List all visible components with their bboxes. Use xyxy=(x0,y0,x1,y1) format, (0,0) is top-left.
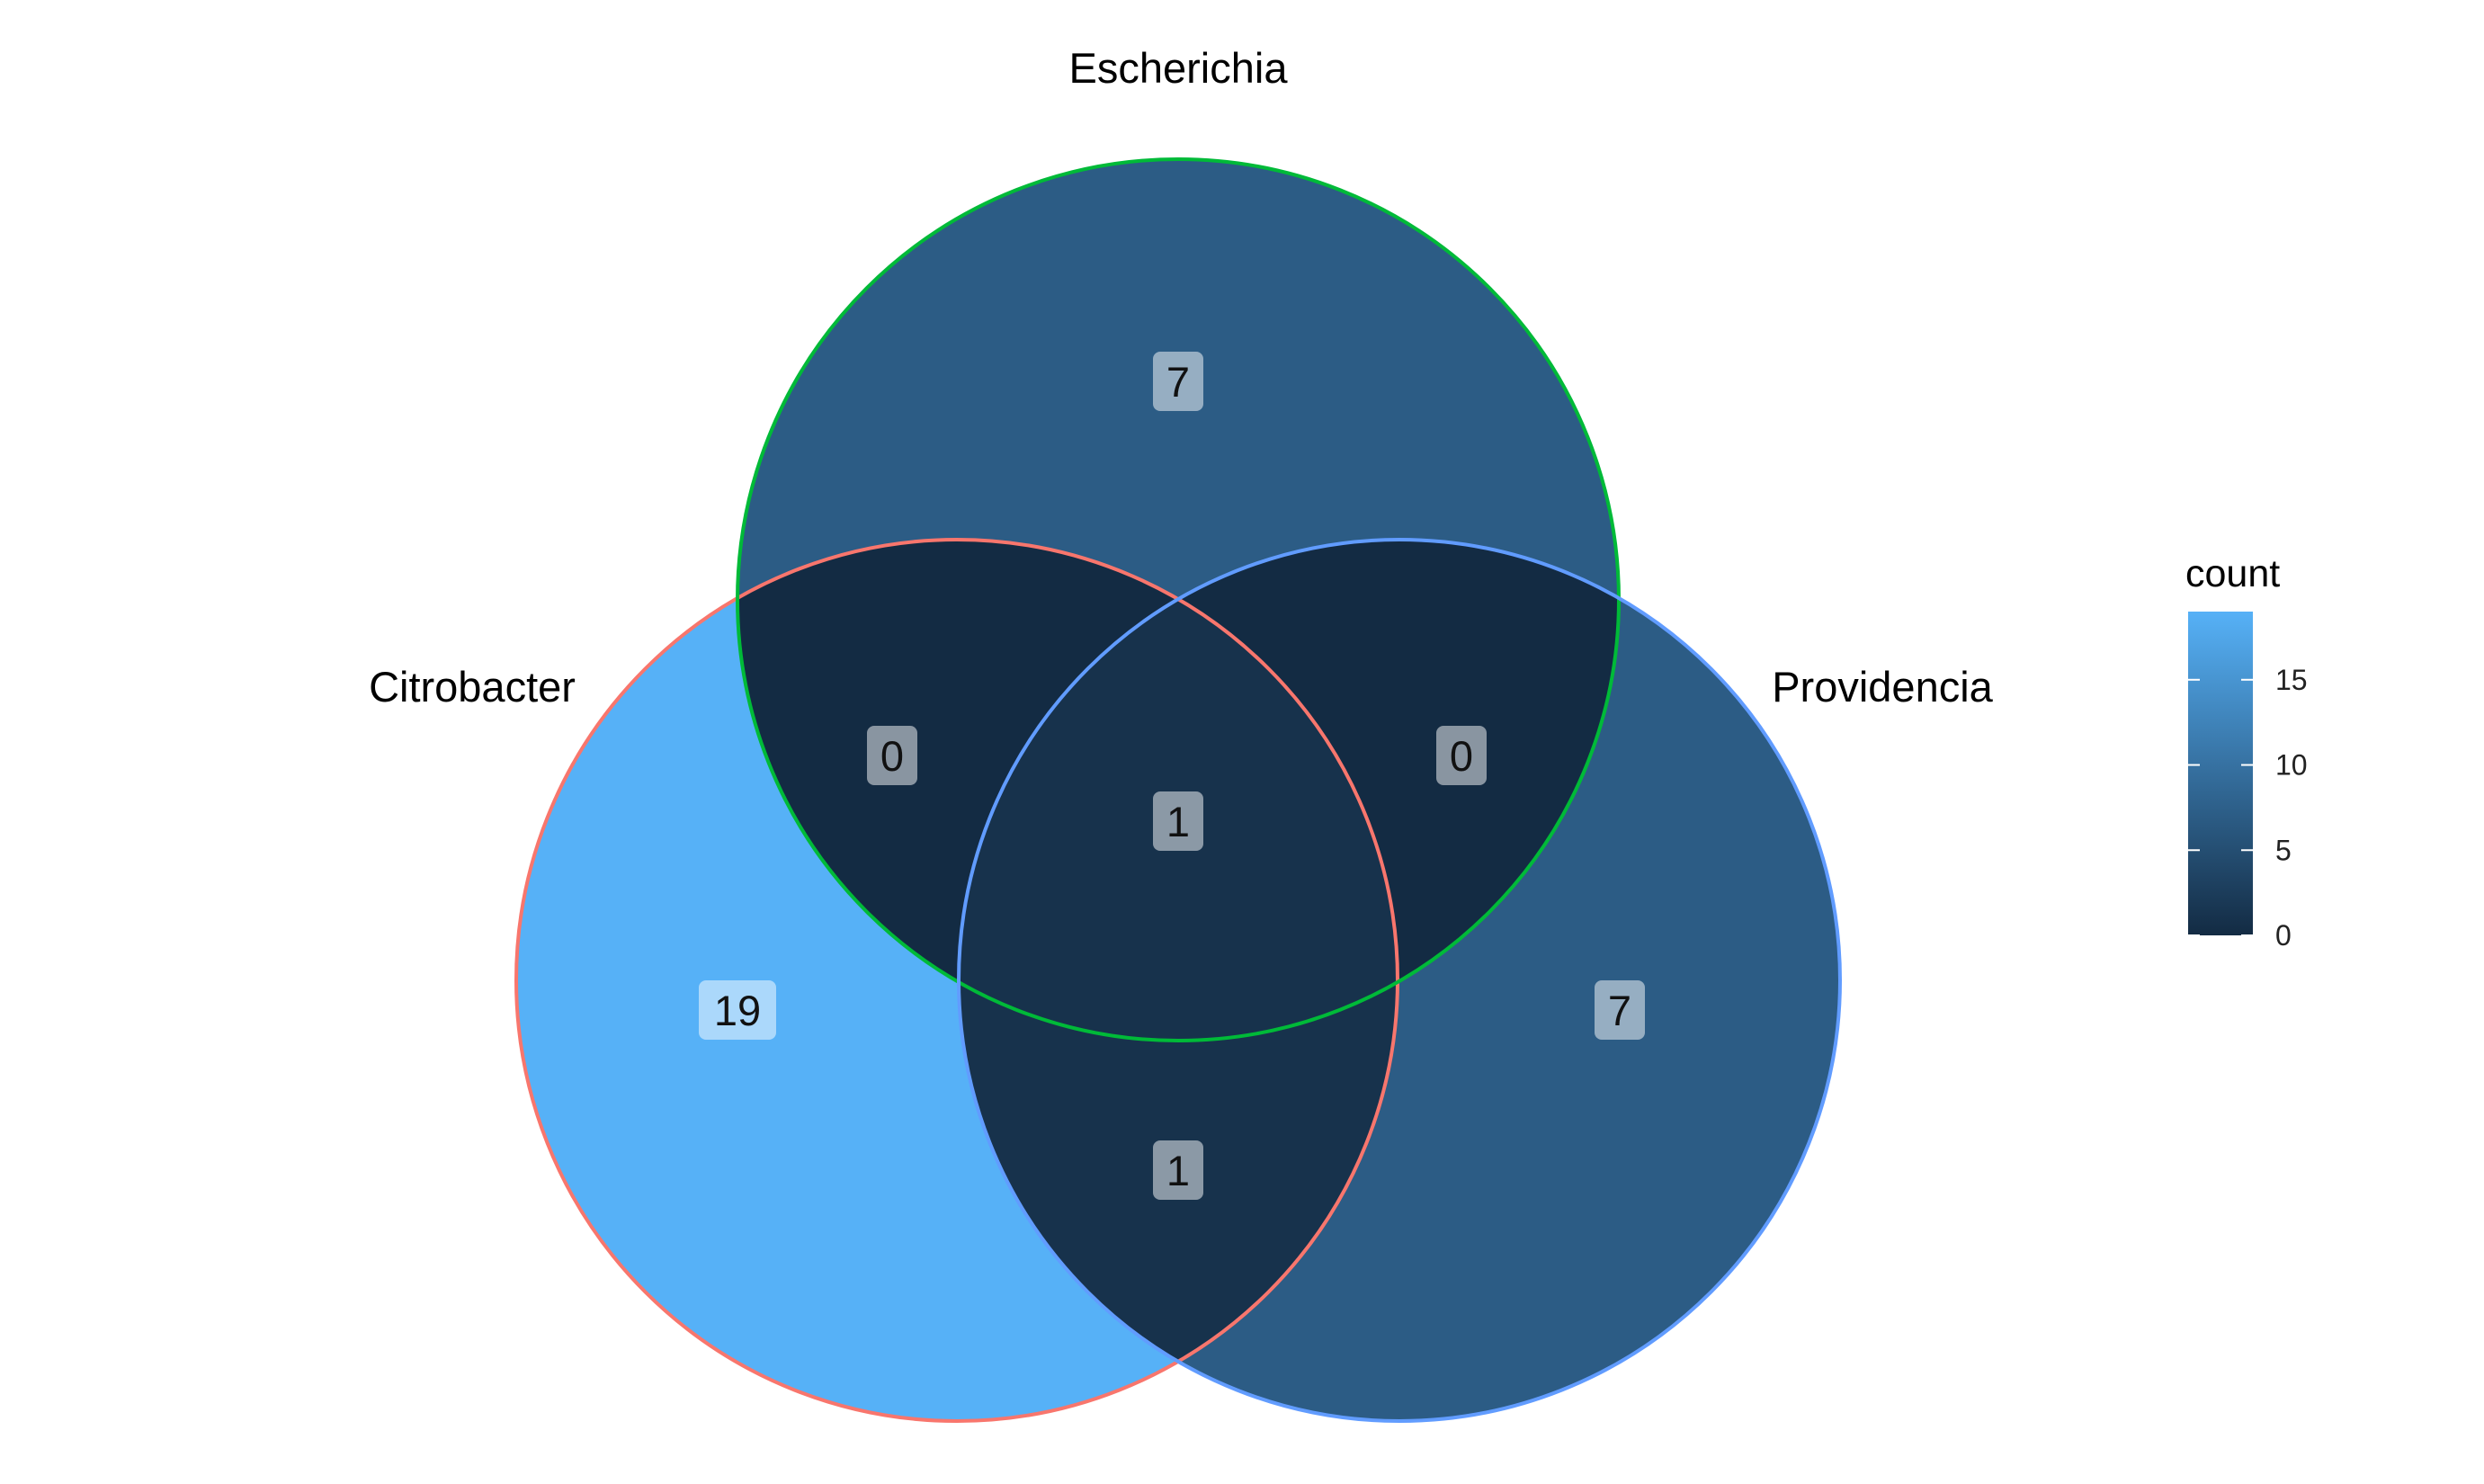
count-text-citrobacter-providencia: 1 xyxy=(1166,1147,1190,1194)
count-label-escherichia-only: 7 xyxy=(1153,352,1203,411)
region-fill-all-three xyxy=(959,540,1398,1041)
count-text-citrobacter-escherichia: 0 xyxy=(880,732,904,780)
set-outlines xyxy=(514,157,1842,1423)
legend: count 0 5 10 15 xyxy=(2185,552,2308,952)
legend-tick-label: 5 xyxy=(2275,834,2292,866)
set-label-providencia: Providencia xyxy=(1772,663,1993,711)
providencia-outline xyxy=(957,538,1842,1423)
count-text-escherichia-only: 7 xyxy=(1166,358,1190,406)
legend-colorbar xyxy=(2188,612,2253,935)
count-label-citrobacter-only: 19 xyxy=(699,980,776,1040)
count-text-citrobacter-only: 19 xyxy=(714,987,761,1034)
count-label-all-three: 1 xyxy=(1153,791,1203,851)
count-label-escherichia-providencia: 0 xyxy=(1436,726,1487,785)
count-label-citrobacter-escherichia: 0 xyxy=(867,726,917,785)
legend-ticks: 0 5 10 15 xyxy=(2188,664,2308,952)
count-label-providencia-only: 7 xyxy=(1595,980,1645,1040)
set-label-escherichia: Escherichia xyxy=(1069,44,1289,92)
legend-tick-label: 15 xyxy=(2275,664,2308,696)
count-text-all-three: 1 xyxy=(1166,798,1190,845)
set-label-citrobacter: Citrobacter xyxy=(369,663,576,711)
legend-tick-label: 0 xyxy=(2275,919,2292,952)
region-fills xyxy=(516,159,1840,1421)
legend-title: count xyxy=(2185,552,2280,595)
count-text-providencia-only: 7 xyxy=(1608,987,1631,1034)
count-text-escherichia-providencia: 0 xyxy=(1450,732,1473,780)
legend-tick-label: 10 xyxy=(2275,749,2308,782)
count-label-citrobacter-providencia: 1 xyxy=(1153,1140,1203,1200)
